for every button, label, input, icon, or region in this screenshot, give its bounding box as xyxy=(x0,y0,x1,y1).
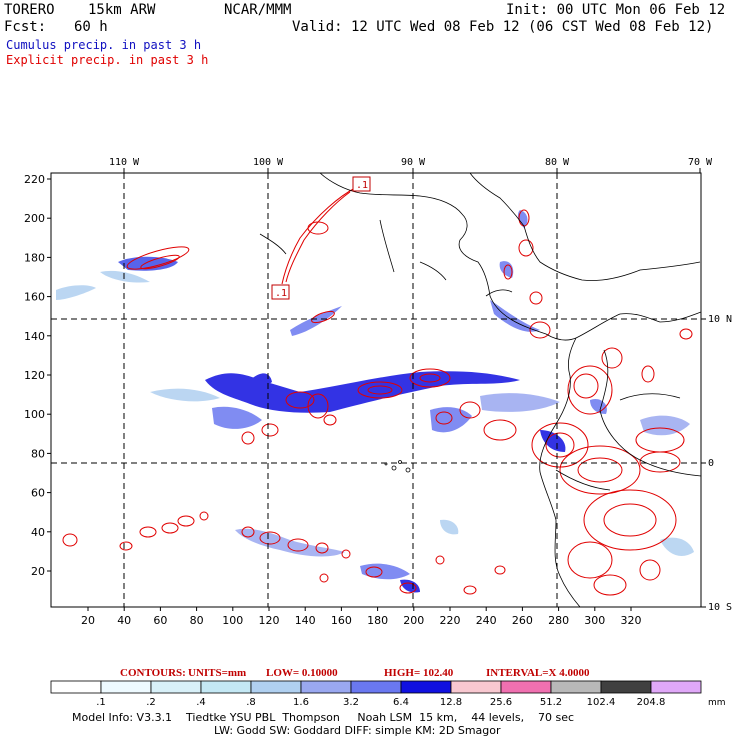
lon-label: 80 W xyxy=(545,157,570,168)
y-tick-label: 160 xyxy=(24,291,45,304)
y-tick-label: 60 xyxy=(31,487,45,500)
colorbar-label: 3.2 xyxy=(343,697,359,708)
cumulus-precip-areas xyxy=(56,210,694,593)
top-longitude-labels: 110 W 100 W 90 W 80 W 70 W xyxy=(109,157,713,168)
explicit-precip-contours xyxy=(62,187,693,596)
cumulus-precip-label: Cumulus precip. in past 3 h xyxy=(6,38,202,52)
contour-label-boxes xyxy=(271,176,371,300)
model-info: Model Info: V3.3.1 Tiedtke YSU PBL Thomp… xyxy=(72,711,575,724)
org-label: NCAR/MMM xyxy=(224,2,292,18)
explicit-precip-label: Explicit precip. in past 3 h xyxy=(6,53,209,67)
colorbar-swatch xyxy=(50,680,102,694)
y-tick-label: 80 xyxy=(31,447,45,460)
colorbar-unit: mm xyxy=(708,698,726,708)
colorbar-swatch xyxy=(500,680,552,694)
contour-label: .1 xyxy=(356,180,368,191)
x-tick-label: 60 xyxy=(153,614,167,627)
valid-time: Valid: 12 UTC Wed 08 Feb 12 (06 CST Wed … xyxy=(292,19,714,35)
x-tick-label: 100 xyxy=(222,614,243,627)
colorbar-label: .2 xyxy=(146,697,156,708)
colorbar-swatch xyxy=(200,680,252,694)
y-tick-label: 180 xyxy=(24,251,45,264)
lat-label: 0 xyxy=(708,458,714,469)
lon-label: 70 W xyxy=(688,157,713,168)
y-axis-ticks: 20 40 60 80 100 120 140 160 180 200 220 xyxy=(24,173,51,578)
colorbar-label: 12.8 xyxy=(440,697,462,708)
contours-label: CONTOURS: xyxy=(120,667,186,679)
x-tick-label: 80 xyxy=(190,614,204,627)
lat-label: 10 S xyxy=(708,602,732,613)
model-physics: LW: Godd SW: Goddard DIFF: simple KM: 2D… xyxy=(214,724,501,737)
x-tick-label: 300 xyxy=(584,614,605,627)
x-tick-label: 20 xyxy=(81,614,95,627)
model-name: TORERO xyxy=(4,2,55,18)
colorbar-label: 102.4 xyxy=(587,697,616,708)
x-tick-label: 320 xyxy=(621,614,642,627)
colorbar-swatch xyxy=(300,680,352,694)
color-scale-bar: .1 .2 .4 .8 1.6 3.2 6.4 12.8 25.6 51.2 102.4 204.8 xyxy=(50,680,702,708)
colorbar-swatch xyxy=(100,680,152,694)
colorbar-swatch xyxy=(400,680,452,694)
resolution-label: 15km ARW xyxy=(88,2,156,18)
y-tick-label: 140 xyxy=(24,330,45,343)
x-tick-label: 120 xyxy=(259,614,280,627)
forecast-label: Fcst: xyxy=(4,19,47,35)
lat-lon-grid xyxy=(51,173,701,607)
init-time: Init: 00 UTC Mon 06 Feb 12 xyxy=(506,2,726,18)
colorbar-swatch xyxy=(650,680,702,694)
coastlines xyxy=(259,173,701,607)
lat-label: 10 N xyxy=(708,314,732,325)
y-tick-label: 40 xyxy=(31,526,45,539)
x-tick-label: 200 xyxy=(403,614,424,627)
map-frame xyxy=(50,172,702,608)
forecast-hours: 60 h xyxy=(74,19,108,35)
contour-low: LOW= 0.10000 xyxy=(266,667,338,679)
colorbar-label: 25.6 xyxy=(490,697,512,708)
contour-units: UNITS=mm xyxy=(188,667,247,679)
lon-label: 90 W xyxy=(401,157,426,168)
colorbar-swatch xyxy=(250,680,302,694)
x-tick-label: 180 xyxy=(367,614,388,627)
lon-label: 110 W xyxy=(109,157,140,168)
x-axis-ticks: 20 40 60 80 100 120 140 160 180 200 220 240 260 280 30… xyxy=(81,607,642,627)
colorbar-label: 204.8 xyxy=(637,697,666,708)
right-latitude-labels: 10 N 0 10 S xyxy=(708,314,732,613)
contour-label: .1 xyxy=(275,288,287,299)
contour-interval: INTERVAL=X 4.0000 xyxy=(486,667,590,679)
y-tick-label: 20 xyxy=(31,565,45,578)
colorbar-swatch xyxy=(450,680,502,694)
colorbar-label: .1 xyxy=(96,697,106,708)
colorbar-swatch xyxy=(150,680,202,694)
x-tick-label: 40 xyxy=(117,614,131,627)
y-tick-label: 100 xyxy=(24,408,45,421)
colorbar-swatch xyxy=(600,680,652,694)
x-tick-label: 260 xyxy=(512,614,533,627)
y-tick-label: 220 xyxy=(24,173,45,186)
x-tick-label: 140 xyxy=(295,614,316,627)
x-tick-label: 160 xyxy=(331,614,352,627)
contour-high: HIGH= 102.40 xyxy=(384,667,454,679)
y-tick-label: 120 xyxy=(24,369,45,382)
colorbar-label: .4 xyxy=(196,697,206,708)
colorbar-swatch xyxy=(350,680,402,694)
colorbar-swatch xyxy=(550,680,602,694)
colorbar-label: 51.2 xyxy=(540,697,562,708)
colorbar-label: 6.4 xyxy=(393,697,409,708)
colorbar-label: .8 xyxy=(246,697,256,708)
x-tick-label: 280 xyxy=(548,614,569,627)
colorbar-label: 1.6 xyxy=(293,697,309,708)
lon-label: 100 W xyxy=(253,157,284,168)
y-tick-label: 200 xyxy=(24,212,45,225)
x-tick-label: 240 xyxy=(476,614,497,627)
x-tick-label: 220 xyxy=(440,614,461,627)
